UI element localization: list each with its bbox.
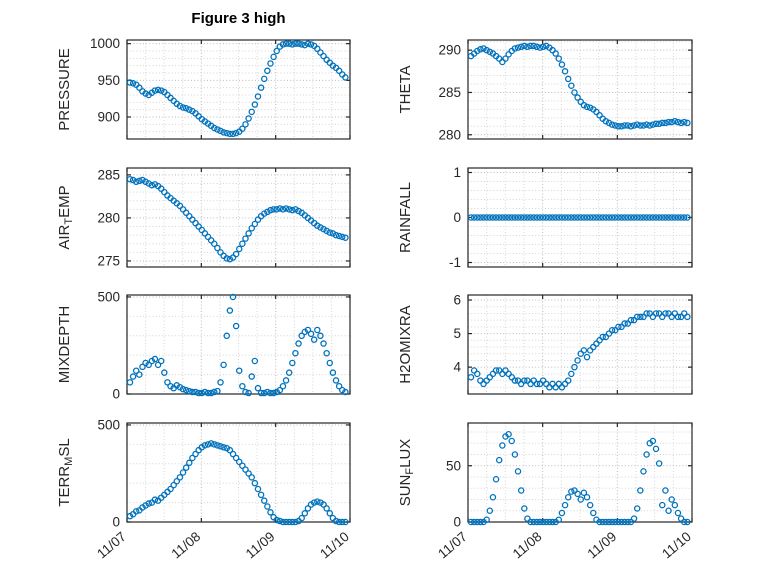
- y-tick-label: 0: [112, 515, 120, 530]
- y-axis-label: H2OMIXRA: [397, 305, 414, 383]
- y-axis-label: THETA: [397, 65, 414, 113]
- data-points: [467, 42, 691, 130]
- x-tick-label: 11/10: [317, 529, 352, 562]
- axes-box: [467, 39, 693, 140]
- y-tick-label: 4: [453, 360, 461, 375]
- y-tick-label: 280: [438, 127, 461, 142]
- subplot-sun_flux: 0 50 11/07 11/08 11/09 11/10 SUNFLUX: [397, 422, 694, 562]
- axes-box: [467, 294, 693, 395]
- y-tick-label: 285: [97, 167, 120, 182]
- grid-lines: [468, 423, 692, 522]
- axes-box: [126, 294, 351, 395]
- data-points: [126, 440, 349, 526]
- subplot-pressure: 900 950 1000 PRESSURE: [56, 36, 351, 140]
- x-tick-label: 11/10: [659, 529, 694, 562]
- grid-lines: [127, 295, 350, 394]
- y-axis-label: MIXDEPTH: [56, 306, 73, 384]
- grid-lines: [468, 295, 692, 394]
- y-axis-label: RAINFALL: [397, 182, 414, 253]
- y-tick-label: 280: [97, 210, 120, 225]
- grid-lines: [468, 40, 692, 139]
- y-tick-label: 5: [453, 326, 461, 341]
- y-tick-label: 285: [438, 85, 461, 100]
- subplot-h2omixra: 4 5 6 H2OMIXRA: [397, 293, 693, 395]
- x-tick-label: 11/08: [510, 529, 545, 562]
- y-axis-label: SUNFLUX: [397, 439, 416, 507]
- x-tick-label: 11/08: [169, 529, 204, 562]
- y-axis-label: AIRTEMP: [56, 185, 75, 249]
- y-tick-label: 0: [453, 210, 461, 225]
- grid-lines: [127, 423, 350, 522]
- y-tick-label: 900: [97, 110, 120, 125]
- grid-lines: [127, 40, 350, 139]
- y-tick-label: 275: [97, 253, 120, 268]
- x-tick-label: 11/09: [585, 529, 620, 562]
- axes-box: [126, 422, 351, 523]
- y-tick-label: 0: [112, 387, 120, 402]
- y-tick-label: 1: [453, 165, 461, 180]
- y-tick-label: 950: [97, 73, 120, 88]
- y-tick-label: 50: [446, 458, 461, 473]
- data-points: [126, 175, 349, 263]
- data-points: [467, 214, 691, 221]
- y-tick-label: 500: [97, 289, 120, 304]
- figure-title: Figure 3 high: [191, 10, 286, 27]
- y-tick-label: -1: [449, 255, 461, 270]
- data-points: [126, 40, 349, 138]
- y-tick-label: 290: [438, 43, 461, 58]
- data-points: [467, 310, 691, 391]
- subplot-air_temp: 275 280 285 AIRTEMP: [56, 167, 351, 268]
- y-axis-label: TERRMSL: [56, 438, 75, 506]
- y-tick-label: 500: [97, 417, 120, 432]
- x-tick-label: 11/09: [243, 529, 278, 562]
- axes-box: [126, 39, 351, 140]
- data-points: [467, 430, 691, 526]
- data-points: [126, 293, 349, 397]
- subplot-terr_msl: 0 500 11/07 11/08 11/09 11/10 TERRMSL: [56, 417, 352, 561]
- subplot-mixdepth: 0 500 MIXDEPTH: [56, 289, 351, 402]
- grid-lines: [127, 168, 350, 267]
- x-tick-label: 11/07: [94, 529, 129, 562]
- y-tick-label: 0: [453, 515, 461, 530]
- y-tick-label: 1000: [90, 36, 120, 51]
- x-tick-label: 11/07: [435, 529, 470, 562]
- subplot-theta: 280 285 290 THETA: [397, 39, 693, 142]
- y-axis-label: PRESSURE: [56, 48, 73, 131]
- subplot-rainfall: -1 0 1 RAINFALL: [397, 165, 693, 270]
- axes-box: [467, 422, 693, 523]
- y-tick-label: 6: [453, 293, 461, 308]
